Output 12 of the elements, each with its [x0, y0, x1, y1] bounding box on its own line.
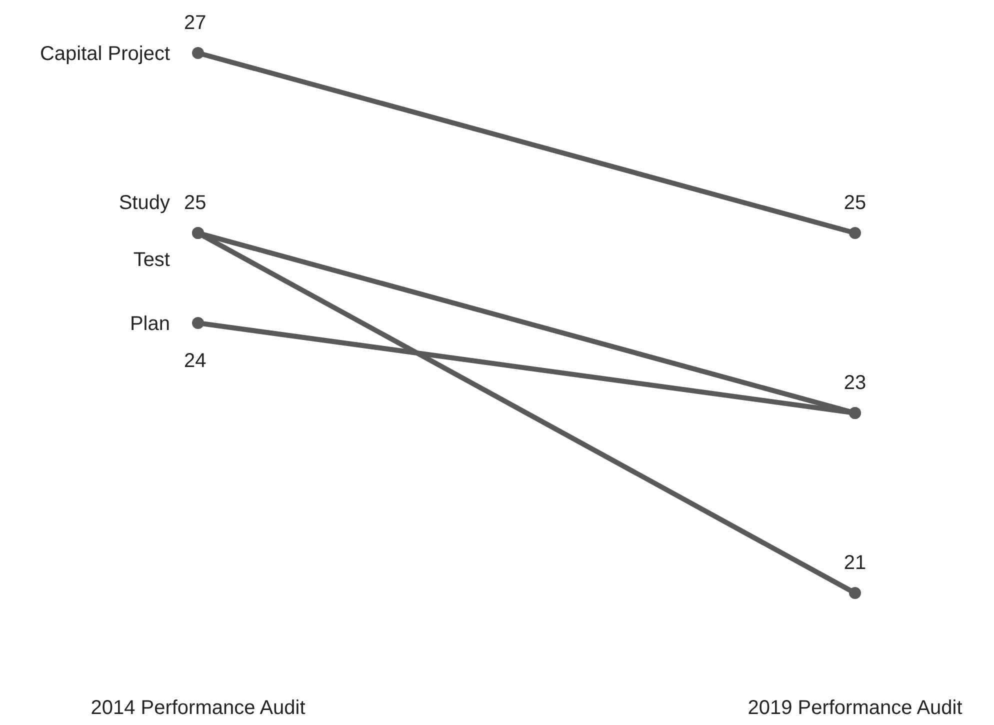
data-label: 24 — [184, 350, 206, 372]
series-label: Study — [118, 192, 170, 214]
x-tick-label: 2019 Performance Audit — [748, 697, 963, 719]
series-label: Test — [133, 249, 170, 271]
data-label: 25 — [844, 192, 866, 214]
data-label: 21 — [844, 552, 866, 574]
data-label: 25 — [184, 192, 206, 214]
x-tick-label: 2014 Performance Audit — [90, 697, 306, 719]
series-label: Capital Project — [40, 43, 170, 65]
data-label: 23 — [844, 372, 866, 394]
series-label: Plan — [130, 313, 170, 335]
data-label: 27 — [184, 12, 206, 34]
